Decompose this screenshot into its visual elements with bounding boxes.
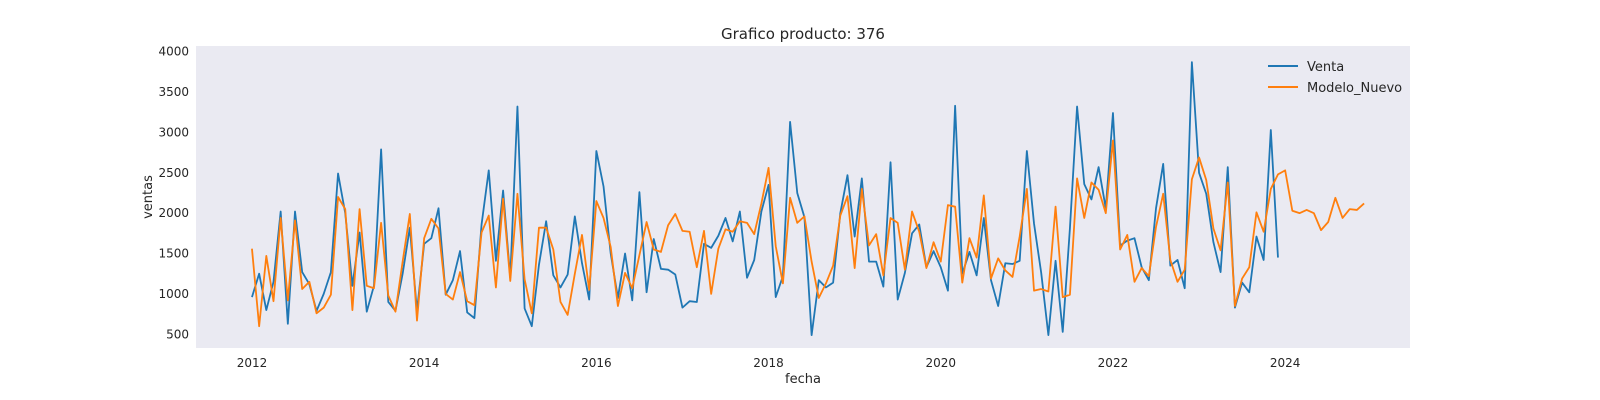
y-axis-label: ventas (141, 175, 156, 219)
x-axis-ticks: 2012 2014 2016 2018 2020 2022 2024 (237, 356, 1301, 370)
x-tick-label: 2020 (925, 356, 956, 370)
legend: Venta Modelo_Nuevo (1268, 60, 1402, 96)
y-tick-label: 1500 (158, 247, 189, 261)
x-tick-label: 2016 (581, 356, 612, 370)
y-tick-label: 2000 (158, 206, 189, 220)
x-tick-label: 2024 (1270, 356, 1301, 370)
legend-label: Modelo_Nuevo (1307, 81, 1402, 96)
series-lines (251, 61, 1365, 336)
y-tick-label: 2500 (158, 166, 189, 180)
y-tick-label: 3000 (158, 125, 189, 139)
x-tick-label: 2014 (409, 356, 440, 370)
series-line-modelo-nuevo (251, 139, 1365, 328)
y-axis-ticks: 500 1000 1500 2000 2500 3000 3500 4000 (158, 45, 189, 342)
y-tick-label: 500 (166, 327, 189, 341)
x-axis-label: fecha (785, 372, 821, 387)
y-tick-label: 4000 (158, 45, 189, 59)
legend-label: Venta (1307, 60, 1344, 75)
chart-title: Grafico producto: 376 (721, 25, 885, 43)
y-tick-label: 1000 (158, 287, 189, 301)
x-tick-label: 2012 (237, 356, 268, 370)
x-tick-label: 2018 (753, 356, 784, 370)
x-tick-label: 2022 (1098, 356, 1129, 370)
y-tick-label: 3500 (158, 85, 189, 99)
